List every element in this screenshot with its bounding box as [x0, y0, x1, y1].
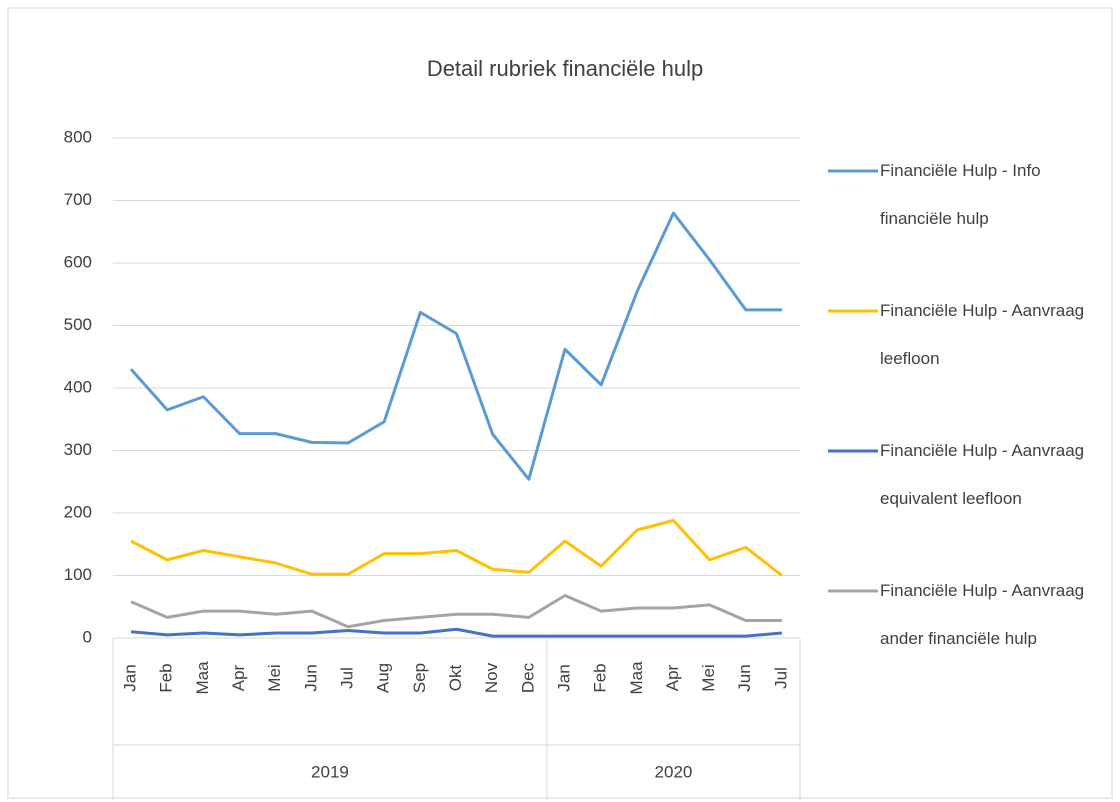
x-tick-label: Jan	[121, 664, 140, 691]
y-tick-label: 500	[64, 315, 92, 334]
x-tick-label: Aug	[374, 663, 393, 693]
y-tick-label: 600	[64, 252, 92, 271]
y-tick-label: 100	[64, 565, 92, 584]
legend-label: Financiële Hulp - Info financiële hulp	[880, 161, 1041, 228]
y-tick-label: 0	[83, 627, 92, 646]
x-tick-label: Jun	[301, 664, 320, 691]
y-tick-label: 800	[64, 127, 92, 146]
x-tick-label: Jul	[771, 667, 790, 689]
x-tick-label: Sep	[410, 663, 429, 693]
x-tick-label: Dec	[518, 662, 537, 693]
x-tick-label: Okt	[446, 665, 465, 692]
y-tick-label: 400	[64, 377, 92, 396]
legend-label: Financiële Hulp - Aanvraag equivalent le…	[880, 441, 1085, 508]
y-tick-label: 300	[64, 440, 92, 459]
x-tick-label: Apr	[229, 664, 248, 691]
x-tick-label: Jan	[554, 664, 573, 691]
x-tick-label: Feb	[591, 663, 610, 692]
series-line	[130, 627, 783, 638]
x-tick-label: Jun	[735, 664, 754, 691]
x-tick-label: Nov	[482, 662, 501, 693]
x-tick-label: Mei	[699, 664, 718, 691]
x-group-label: 2020	[655, 762, 693, 781]
x-tick-label: Feb	[157, 663, 176, 692]
chart-title: Detail rubriek financiële hulp	[427, 56, 703, 81]
legend-label: Financiële Hulp - Aanvraag ander financi…	[880, 581, 1085, 648]
series-line	[129, 211, 782, 481]
x-tick-label: Maa	[627, 661, 646, 695]
series-line	[130, 519, 783, 577]
x-tick-label: Apr	[663, 664, 682, 691]
series-line	[130, 594, 782, 629]
x-group-label: 2019	[311, 762, 349, 781]
x-tick-label: Jul	[338, 667, 357, 689]
y-tick-label: 200	[64, 502, 92, 521]
legend-label: Financiële Hulp - Aanvraag leefloon	[880, 301, 1085, 368]
y-tick-label: 700	[64, 190, 92, 209]
x-tick-label: Maa	[193, 661, 212, 695]
x-tick-label: Mei	[265, 664, 284, 691]
chart-frame	[7, 7, 1113, 799]
